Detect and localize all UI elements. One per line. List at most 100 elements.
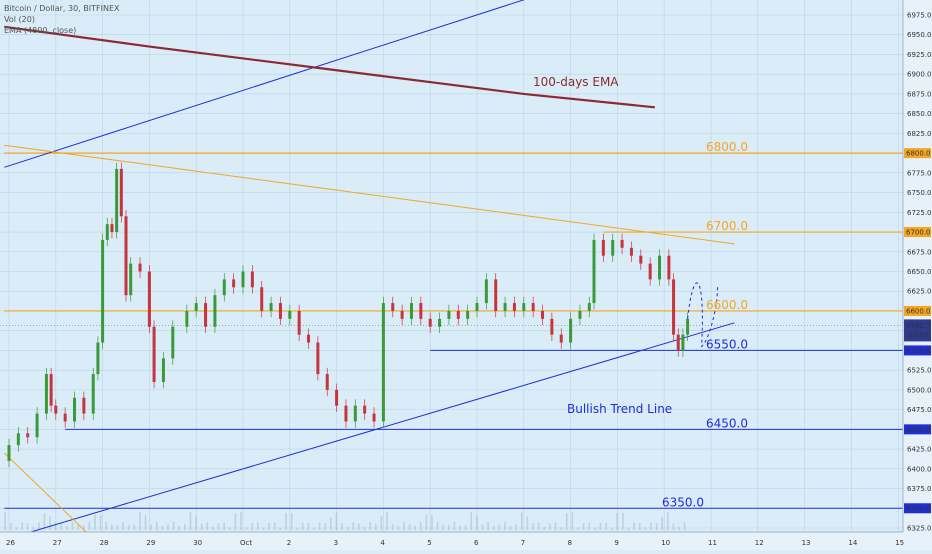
candle (438, 318, 442, 327)
trend-line-annotation: Bullish Trend Line (567, 402, 672, 416)
ema-indicator-label[interactable]: EMA (4800, close) (4, 26, 76, 35)
candle (129, 263, 133, 296)
candle (484, 279, 488, 304)
volume-bar (32, 526, 34, 530)
volume-bar (667, 512, 669, 530)
candle (222, 279, 226, 296)
volume-bar (105, 522, 108, 530)
candle (26, 433, 30, 438)
volume-bar (520, 512, 523, 530)
y-tick-label: 6900.0 (907, 71, 932, 79)
level-axis-tag (904, 503, 931, 514)
volume-bar (431, 515, 433, 530)
candle (541, 310, 545, 319)
trend-line (4, 144, 735, 245)
x-axis[interactable]: 26 27 28 29 30 Oct 2 3 4 5 6 7 8 9 10 11 12 13 14 15 (6, 539, 904, 547)
volume-bar (38, 522, 40, 530)
volume-bar (301, 522, 304, 530)
candle (44, 374, 48, 414)
candle (658, 255, 662, 280)
level-axis-tag (904, 305, 931, 316)
volume-bar (54, 522, 57, 530)
x-tick-label: 14 (848, 539, 857, 547)
volume-bar (172, 522, 175, 530)
volume-bar (296, 527, 298, 530)
candle (592, 239, 596, 304)
volume-bar (9, 523, 12, 530)
volume-bar (515, 523, 517, 530)
y-axis[interactable]: 6325.0 6350.0 6375.0 6400.0 6425.0 6450.0 6475… (904, 12, 932, 533)
volume-bar (537, 522, 540, 530)
candle (447, 310, 451, 319)
candle (409, 303, 413, 319)
x-tick-label: 30 (193, 539, 202, 547)
y-tick-label: 6925.0 (907, 51, 932, 59)
candle (316, 342, 320, 375)
y-tick-label: 6525.0 (907, 367, 932, 375)
volume-bar (189, 512, 192, 530)
candle (194, 303, 198, 311)
x-tick-label: 3 (334, 539, 338, 547)
y-tick-label: 6500.0 (907, 386, 932, 394)
volume-indicator-label[interactable]: Vol (20) (4, 15, 35, 24)
volume-bar (212, 526, 214, 530)
volume-bar (26, 523, 29, 530)
volume-bar (88, 522, 91, 530)
volume-bar (683, 522, 686, 530)
ema-annotation: 100-days EMA (533, 75, 619, 89)
candle (559, 334, 563, 343)
volume-bars (4, 512, 686, 530)
volume-bar (155, 522, 158, 530)
candle (73, 397, 77, 422)
candle (297, 310, 301, 335)
candle (96, 342, 100, 375)
volume-bar (307, 523, 310, 530)
volume-bar (403, 522, 405, 530)
x-tick-label: 8 (568, 539, 572, 547)
volume-bar (509, 526, 512, 530)
volume-bar (251, 523, 254, 530)
volume-bar (678, 526, 680, 530)
volume-bar (195, 516, 197, 530)
candle (204, 303, 208, 327)
annotations: 6800.0 6700.0 6600.0 6550.0 6450.0 6350.0 100-… (533, 75, 748, 509)
ema-line (4, 25, 655, 109)
candle (82, 397, 86, 414)
volume-bar (565, 513, 568, 530)
x-tick-label: 7 (521, 539, 525, 547)
x-tick-label: 4 (380, 539, 385, 547)
volume-bar (200, 523, 203, 530)
symbol-title[interactable]: Bitcoin / Dollar, 30, BITFINEX (4, 4, 120, 13)
candle (466, 310, 470, 319)
volume-bar (425, 514, 428, 530)
candle (269, 303, 273, 311)
level-axis-tag-label: 6350.0 (906, 505, 931, 513)
volume-bar (133, 524, 136, 530)
candle (152, 326, 156, 382)
volume-bar (15, 527, 18, 530)
volume-bar (492, 525, 495, 530)
volume-bar (543, 526, 546, 530)
x-tick-label: 15 (895, 539, 904, 547)
candle (335, 389, 339, 406)
volume-bar (481, 524, 484, 530)
y-tick-label: 6325.0 (907, 525, 932, 533)
volume-bar (268, 522, 270, 530)
candle (105, 224, 109, 240)
candle (512, 303, 516, 311)
y-tick-label: 6650.0 (907, 268, 932, 276)
current-price-tag (904, 319, 931, 342)
volume-bar (82, 525, 85, 530)
candle (428, 318, 432, 327)
volume-bar (346, 526, 349, 530)
candle (110, 224, 114, 233)
volume-bar (638, 523, 641, 530)
candle (250, 271, 254, 288)
candle (681, 334, 685, 351)
candle (91, 374, 95, 414)
volume-bar (352, 522, 355, 530)
volume-bar (464, 524, 467, 530)
volume-bar (167, 524, 169, 530)
candle (363, 405, 367, 414)
